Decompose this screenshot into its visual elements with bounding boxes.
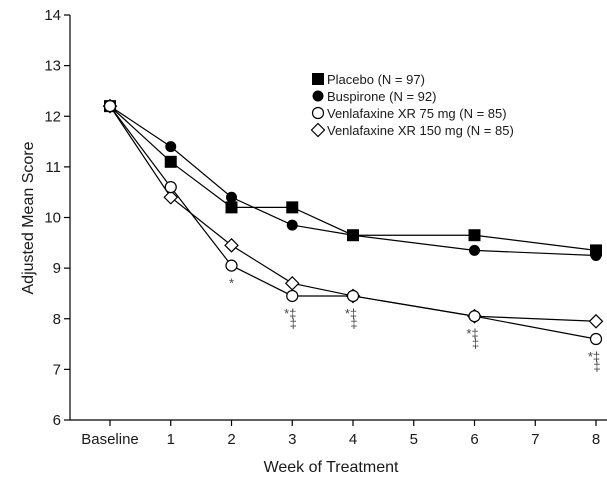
legend-marker bbox=[311, 106, 325, 120]
y-tick-label: 11 bbox=[45, 159, 61, 176]
annotation-mark: ‡ bbox=[593, 359, 600, 374]
series-line bbox=[109, 105, 597, 340]
legend: Placebo (N = 97) Buspirone (N = 92) Venlaf… bbox=[310, 72, 514, 138]
x-tick-label: 3 bbox=[288, 431, 296, 448]
x-tick-label: Baseline bbox=[81, 431, 139, 448]
annotation-mark: *‡ bbox=[588, 349, 600, 364]
y-tick-label: 10 bbox=[44, 210, 61, 227]
data-point bbox=[468, 310, 481, 323]
data-point bbox=[103, 100, 117, 113]
x-tick-label: 8 bbox=[592, 431, 600, 448]
y-axis-title: Adjusted Mean Score bbox=[20, 141, 37, 294]
y-tick-label: 8 bbox=[53, 311, 61, 328]
legend-label: Placebo (N = 97) bbox=[327, 72, 425, 87]
data-point bbox=[346, 289, 360, 303]
data-point bbox=[225, 201, 238, 214]
x-tick-label: 6 bbox=[470, 431, 478, 448]
data-point bbox=[165, 141, 177, 153]
legend-label: Venlafaxine XR 150 mg (N = 85) bbox=[327, 123, 514, 138]
series-layer bbox=[102, 98, 604, 346]
annotation-mark: *‡ bbox=[345, 306, 357, 321]
annotation-mark: *‡ bbox=[466, 326, 478, 341]
data-point bbox=[164, 155, 177, 168]
data-point bbox=[163, 189, 179, 205]
data-point bbox=[286, 201, 299, 214]
data-point bbox=[469, 244, 480, 256]
legend-label: Buspirone (N = 92) bbox=[327, 89, 436, 104]
data-point bbox=[164, 181, 177, 194]
legend-label: Venlafaxine XR 75 mg (N = 85) bbox=[327, 106, 507, 121]
y-tick-label: 12 bbox=[44, 108, 61, 125]
y-tick-label: 6 bbox=[53, 412, 61, 429]
legend-marker bbox=[312, 90, 324, 102]
x-tick-label: 4 bbox=[349, 431, 357, 448]
annotation-mark: ‡ bbox=[350, 316, 357, 331]
data-point bbox=[225, 259, 238, 272]
annotations: **‡‡*‡‡*‡‡*‡‡ bbox=[229, 276, 601, 374]
data-point bbox=[468, 229, 481, 242]
y-tick-label: 13 bbox=[44, 58, 61, 75]
annotation-mark: *‡ bbox=[284, 306, 296, 321]
data-point bbox=[226, 191, 237, 203]
data-point bbox=[590, 249, 602, 261]
x-axis-title: Week of Treatment bbox=[264, 459, 399, 476]
legend-marker bbox=[310, 122, 326, 138]
x-tick-label: 7 bbox=[531, 431, 539, 448]
x-tick-label: 5 bbox=[410, 431, 418, 448]
data-point bbox=[224, 237, 239, 253]
data-point bbox=[286, 219, 298, 231]
x-tick-label: 1 bbox=[167, 431, 175, 448]
data-point bbox=[588, 313, 604, 329]
x-tick-label: 2 bbox=[227, 431, 235, 448]
data-point bbox=[589, 332, 603, 346]
y-tick-label: 9 bbox=[53, 260, 61, 277]
data-point bbox=[286, 289, 299, 303]
data-point bbox=[347, 229, 359, 241]
annotation-mark: ‡ bbox=[290, 316, 297, 331]
legend-marker bbox=[312, 73, 324, 85]
annotation-mark: * bbox=[229, 276, 234, 291]
data-point bbox=[284, 275, 300, 291]
y-tick-label: 14 bbox=[44, 7, 61, 24]
y-tick-label: 7 bbox=[53, 361, 61, 378]
annotation-mark: ‡ bbox=[472, 336, 479, 351]
